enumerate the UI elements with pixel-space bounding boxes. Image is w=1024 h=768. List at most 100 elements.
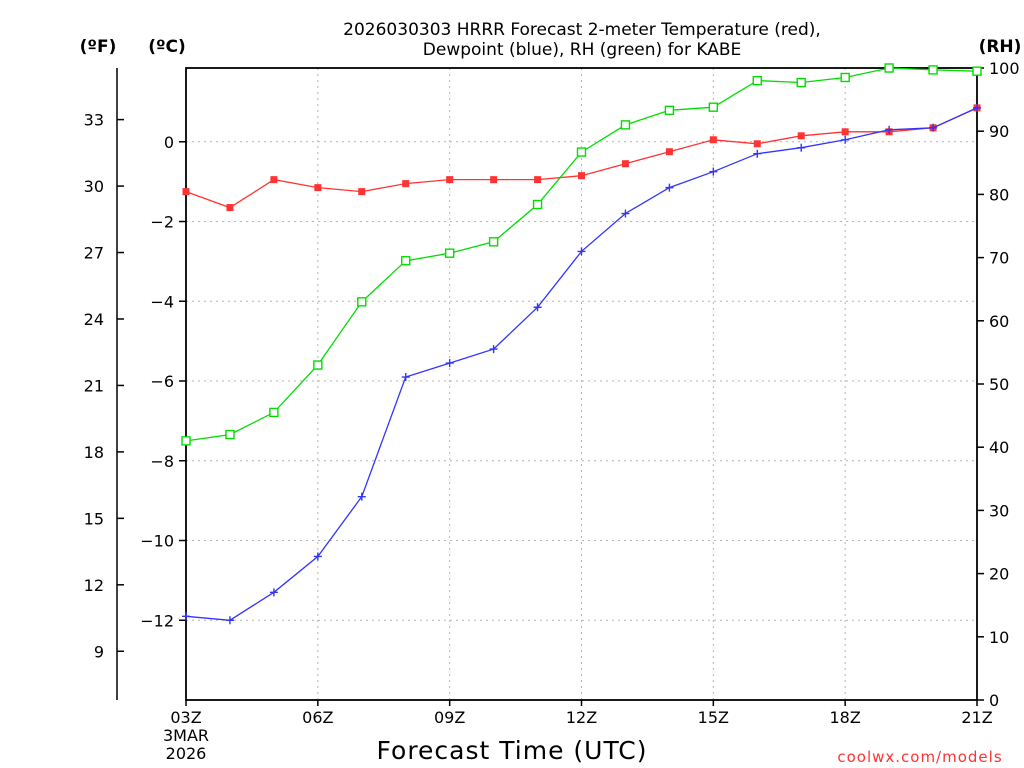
x-start-date-year: 2026 bbox=[166, 744, 207, 763]
dewpoint-point bbox=[841, 135, 850, 144]
rh-point bbox=[357, 297, 367, 307]
x-tick-label: 03Z bbox=[170, 708, 201, 727]
dewpoint-point bbox=[182, 612, 190, 621]
temperature-point bbox=[534, 176, 542, 184]
temperature-point bbox=[446, 176, 454, 184]
rh-tick-label: 100 bbox=[989, 59, 1020, 78]
chart-title-line-2: Dewpoint (blue), RH (green) for KABE bbox=[423, 40, 741, 60]
temperature-point bbox=[578, 172, 585, 180]
fahrenheit-tick-label: 24 bbox=[84, 310, 104, 329]
rh-point bbox=[972, 66, 982, 76]
temperature-point bbox=[797, 132, 805, 140]
series-rh bbox=[181, 63, 982, 446]
series-layer bbox=[181, 63, 982, 625]
temperature-point bbox=[314, 184, 322, 192]
temperature-point bbox=[270, 176, 278, 184]
dewpoint-point bbox=[709, 167, 718, 176]
rh-point bbox=[884, 63, 894, 73]
rh-tick-label: 60 bbox=[989, 312, 1009, 331]
rh-tick-label: 30 bbox=[989, 501, 1009, 520]
x-axis-label: Forecast Time (UTC) bbox=[377, 736, 648, 765]
rh-point bbox=[269, 407, 279, 418]
rh-point bbox=[532, 199, 543, 210]
rh-point bbox=[620, 120, 631, 130]
x-tick-label: 06Z bbox=[302, 708, 333, 727]
dewpoint-point bbox=[753, 149, 762, 158]
celsius-tick-label: −2 bbox=[150, 213, 174, 232]
dewpoint-point bbox=[313, 552, 322, 561]
axes: 03Z 06Z 09Z 12Z 15Z 18Z 21Z0−2−4−6−8−10−123330… bbox=[84, 59, 1020, 727]
dewpoint-point bbox=[401, 373, 410, 382]
celsius-tick-label: 0 bbox=[164, 133, 174, 152]
x-tick-label: 15Z bbox=[698, 708, 729, 727]
rh-point bbox=[444, 248, 455, 258]
temperature-point bbox=[621, 160, 629, 168]
rh-tick-label: 70 bbox=[989, 249, 1009, 268]
dewpoint-point bbox=[577, 247, 586, 256]
rh-point bbox=[225, 429, 235, 440]
credit-text: coolwx.com/models bbox=[837, 748, 1002, 766]
rh-point bbox=[664, 105, 675, 116]
rh-tick-label: 10 bbox=[989, 628, 1009, 647]
rh-tick-label: 40 bbox=[989, 438, 1009, 457]
temperature-point bbox=[226, 204, 234, 212]
rh-tick-label: 80 bbox=[989, 185, 1009, 204]
rh-point bbox=[708, 102, 719, 112]
fahrenheit-tick-label: 12 bbox=[84, 576, 104, 595]
temperature-point bbox=[490, 176, 498, 184]
rh-point bbox=[796, 77, 806, 88]
dewpoint-point bbox=[973, 103, 981, 112]
celsius-tick-label: −8 bbox=[150, 452, 174, 471]
x-start-date-day: 3MAR bbox=[163, 726, 209, 745]
dewpoint-point bbox=[445, 359, 454, 368]
dewpoint-point bbox=[225, 616, 234, 625]
rh-point bbox=[840, 72, 850, 83]
fahrenheit-tick-label: 33 bbox=[84, 111, 104, 130]
temperature-point bbox=[182, 188, 190, 196]
dewpoint-point bbox=[489, 345, 498, 354]
plot-frame bbox=[185, 67, 978, 701]
rh-point bbox=[401, 256, 411, 266]
dewpoint-point bbox=[533, 303, 542, 312]
celsius-tick-label: −6 bbox=[150, 372, 174, 391]
rh-point bbox=[928, 65, 938, 75]
rh-point bbox=[576, 147, 587, 157]
rh-tick-label: 50 bbox=[989, 375, 1009, 394]
temperature-point bbox=[841, 128, 849, 136]
rh-tick-label: 0 bbox=[989, 691, 999, 710]
series-temperature bbox=[182, 104, 981, 212]
temperature-point bbox=[665, 148, 673, 156]
celsius-tick-label: −10 bbox=[140, 532, 174, 551]
fahrenheit-unit-label: (ºF) bbox=[80, 37, 117, 57]
temperature-point bbox=[358, 188, 366, 196]
fahrenheit-tick-label: 27 bbox=[84, 244, 104, 263]
x-tick-label: 21Z bbox=[961, 708, 992, 727]
x-tick-label: 12Z bbox=[566, 708, 597, 727]
dewpoint-point bbox=[357, 492, 366, 501]
x-tick-label: 18Z bbox=[830, 708, 861, 727]
fahrenheit-tick-label: 18 bbox=[84, 443, 104, 462]
temperature-point bbox=[753, 140, 761, 148]
celsius-tick-label: −12 bbox=[140, 611, 174, 630]
dewpoint-point bbox=[929, 123, 938, 132]
fahrenheit-tick-label: 21 bbox=[84, 376, 104, 395]
rh-tick-label: 90 bbox=[989, 122, 1009, 141]
grid bbox=[186, 68, 977, 700]
celsius-tick-label: −4 bbox=[150, 292, 174, 311]
dewpoint-point bbox=[621, 209, 630, 218]
dewpoint-point bbox=[665, 183, 674, 192]
chart-title: 2026030303 HRRR Forecast 2-meter Tempera… bbox=[343, 20, 821, 60]
rh-point bbox=[488, 237, 499, 247]
series-dewpoint bbox=[182, 103, 981, 625]
rh-point bbox=[752, 75, 762, 86]
temperature-point bbox=[709, 136, 717, 144]
dewpoint-point bbox=[269, 588, 278, 597]
rh-unit-label: (RH) bbox=[979, 37, 1022, 57]
fahrenheit-tick-label: 9 bbox=[94, 642, 104, 661]
dewpoint-point bbox=[797, 143, 806, 152]
rh-point bbox=[181, 436, 191, 446]
fahrenheit-tick-label: 30 bbox=[84, 177, 104, 196]
celsius-unit-label: (ºC) bbox=[148, 37, 186, 57]
dewpoint-point bbox=[885, 125, 894, 134]
